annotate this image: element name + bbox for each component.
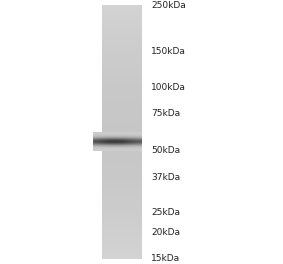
Text: 75kDa: 75kDa — [151, 109, 181, 118]
Text: 100kDa: 100kDa — [151, 83, 186, 92]
Text: 50kDa: 50kDa — [151, 146, 181, 155]
Text: 15kDa: 15kDa — [151, 254, 181, 263]
Text: 25kDa: 25kDa — [151, 208, 180, 217]
Text: 37kDa: 37kDa — [151, 173, 181, 182]
Text: 150kDa: 150kDa — [151, 47, 186, 56]
Text: 20kDa: 20kDa — [151, 228, 180, 237]
Text: 250kDa: 250kDa — [151, 1, 186, 10]
